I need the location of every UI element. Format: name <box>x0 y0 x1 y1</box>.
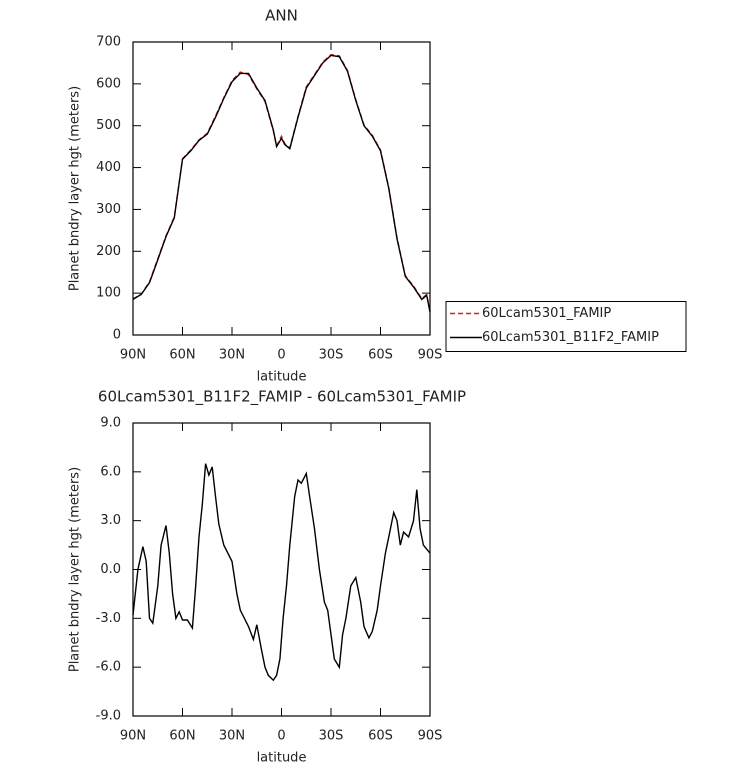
y-tick-label: 3.0 <box>100 513 121 528</box>
y-tick-label: 9.0 <box>100 416 121 431</box>
y-tick-label: 0.0 <box>100 562 121 577</box>
x-tick-label: 90N <box>120 729 146 744</box>
x-tick-label: 0 <box>277 348 285 363</box>
y-tick-label: 200 <box>96 244 121 259</box>
x-tick-label: 60S <box>368 348 393 363</box>
x-tick-label: 90S <box>418 729 443 744</box>
x-tick-label: 60S <box>368 729 393 744</box>
y-axis-label: Planet bndry layer hgt (meters) <box>68 86 83 291</box>
y-tick-label: 500 <box>96 118 121 133</box>
plot-frame <box>132 41 431 336</box>
chart-title: ANN <box>265 7 298 25</box>
y-tick-label: -3.0 <box>96 611 121 626</box>
y-tick-label: 400 <box>96 160 121 175</box>
y-tick-label: -6.0 <box>96 660 121 675</box>
data-line <box>132 54 431 313</box>
x-axis-label: latitude <box>257 751 307 766</box>
x-tick-label: 30S <box>319 729 344 744</box>
y-tick-label: 6.0 <box>100 464 121 479</box>
legend-label: 60Lcam5301_B11F2_FAMIP <box>482 330 659 345</box>
legend-box <box>445 301 687 352</box>
y-tick-label: 600 <box>96 76 121 91</box>
chart-title: 60Lcam5301_B11F2_FAMIP - 60Lcam5301_FAMI… <box>98 388 466 407</box>
y-tick-label: 300 <box>96 202 121 217</box>
plot-frame <box>132 422 431 717</box>
x-tick-label: 30N <box>219 729 245 744</box>
x-axis-label: latitude <box>257 370 307 385</box>
y-tick-label: 0 <box>113 328 121 343</box>
x-tick-label: 60N <box>169 729 195 744</box>
y-tick-label: 100 <box>96 286 121 301</box>
y-axis-label: Planet bndry layer hgt (meters) <box>68 467 83 672</box>
data-line <box>132 463 431 682</box>
x-tick-label: 90S <box>418 348 443 363</box>
legend-label: 60Lcam5301_FAMIP <box>482 306 611 321</box>
data-line <box>132 53 431 312</box>
x-tick-label: 30S <box>319 348 344 363</box>
x-tick-label: 60N <box>169 348 195 363</box>
y-tick-label: -9.0 <box>96 709 121 724</box>
x-tick-label: 30N <box>219 348 245 363</box>
y-tick-label: 700 <box>96 35 121 50</box>
legend: 60Lcam5301_FAMIP 60Lcam5301_B11F2_FAMIP <box>445 301 687 352</box>
x-tick-label: 0 <box>277 729 285 744</box>
x-tick-label: 90N <box>120 348 146 363</box>
